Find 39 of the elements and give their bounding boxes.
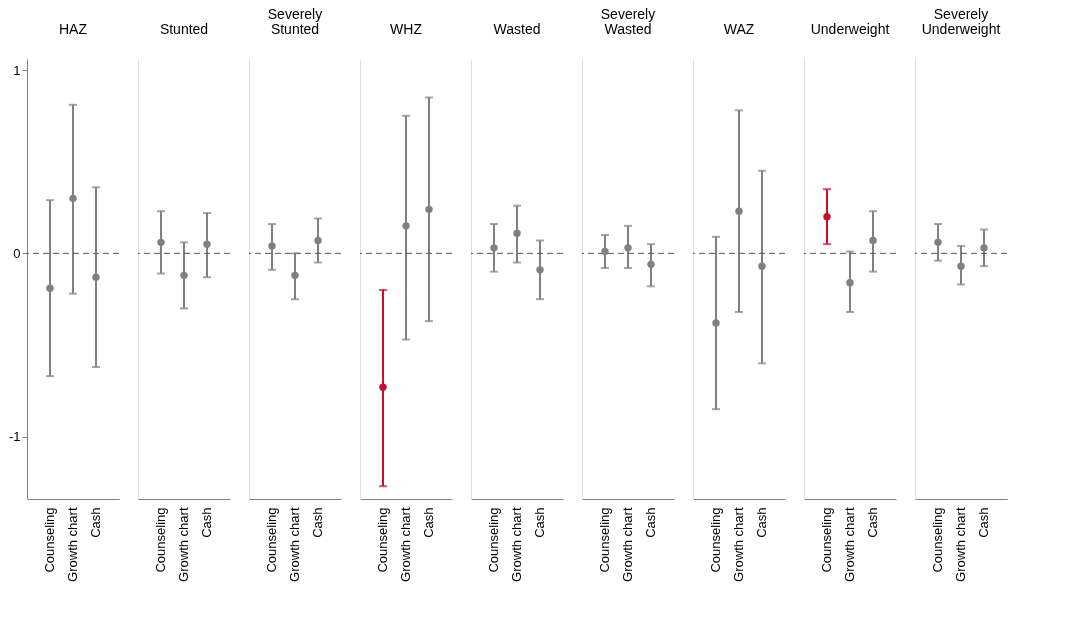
x-tick-label: Cash — [532, 507, 547, 538]
x-tick-label: Growth chart — [842, 507, 857, 582]
x-tick-label: Cash — [310, 507, 325, 538]
x-tick-label: Counseling — [597, 507, 612, 573]
y-tick-label: -1 — [8, 429, 21, 445]
chart-title: Stunted — [159, 21, 209, 37]
x-tick-label: Cash — [199, 507, 214, 538]
x-tick-label: Growth chart — [176, 507, 191, 582]
x-tick-label: Cash — [643, 507, 658, 538]
chart-title: Wasted — [493, 21, 541, 37]
x-tick-label: Growth chart — [620, 507, 635, 582]
x-tick-label: Growth chart — [287, 507, 302, 582]
x-tick-label: Counseling — [42, 507, 57, 573]
x-tick-label: Counseling — [708, 507, 723, 573]
x-tick-label: Counseling — [264, 507, 279, 573]
x-tick-label: Growth chart — [509, 507, 524, 582]
chart-title: Severely Wasted — [600, 6, 656, 37]
x-tick-label: Cash — [421, 507, 436, 538]
x-tick-label: Cash — [754, 507, 769, 538]
x-tick-label: Counseling — [486, 507, 501, 573]
x-tick-label: Counseling — [819, 507, 834, 573]
x-tick-label: Growth chart — [731, 507, 746, 582]
x-tick-label: Counseling — [930, 507, 945, 573]
x-tick-label: Growth chart — [398, 507, 413, 582]
x-tick-label: Cash — [976, 507, 991, 538]
chart-title: WAZ — [723, 21, 755, 37]
chart-title: Severely Stunted — [267, 6, 323, 37]
x-tick-label: Growth chart — [65, 507, 80, 582]
chart-title: HAZ — [59, 21, 88, 37]
x-tick-label: Cash — [88, 507, 103, 538]
chart-title: Severely Underweight — [921, 6, 1001, 37]
chart-title: WHZ — [390, 21, 423, 37]
x-tick-label: Counseling — [153, 507, 168, 573]
x-tick-label: Growth chart — [953, 507, 968, 582]
x-tick-label: Cash — [865, 507, 880, 538]
chart-title: Underweight — [810, 21, 890, 37]
x-tick-label: Counseling — [375, 507, 390, 573]
y-tick-label: 1 — [13, 62, 21, 78]
y-tick-label: 0 — [13, 245, 21, 261]
